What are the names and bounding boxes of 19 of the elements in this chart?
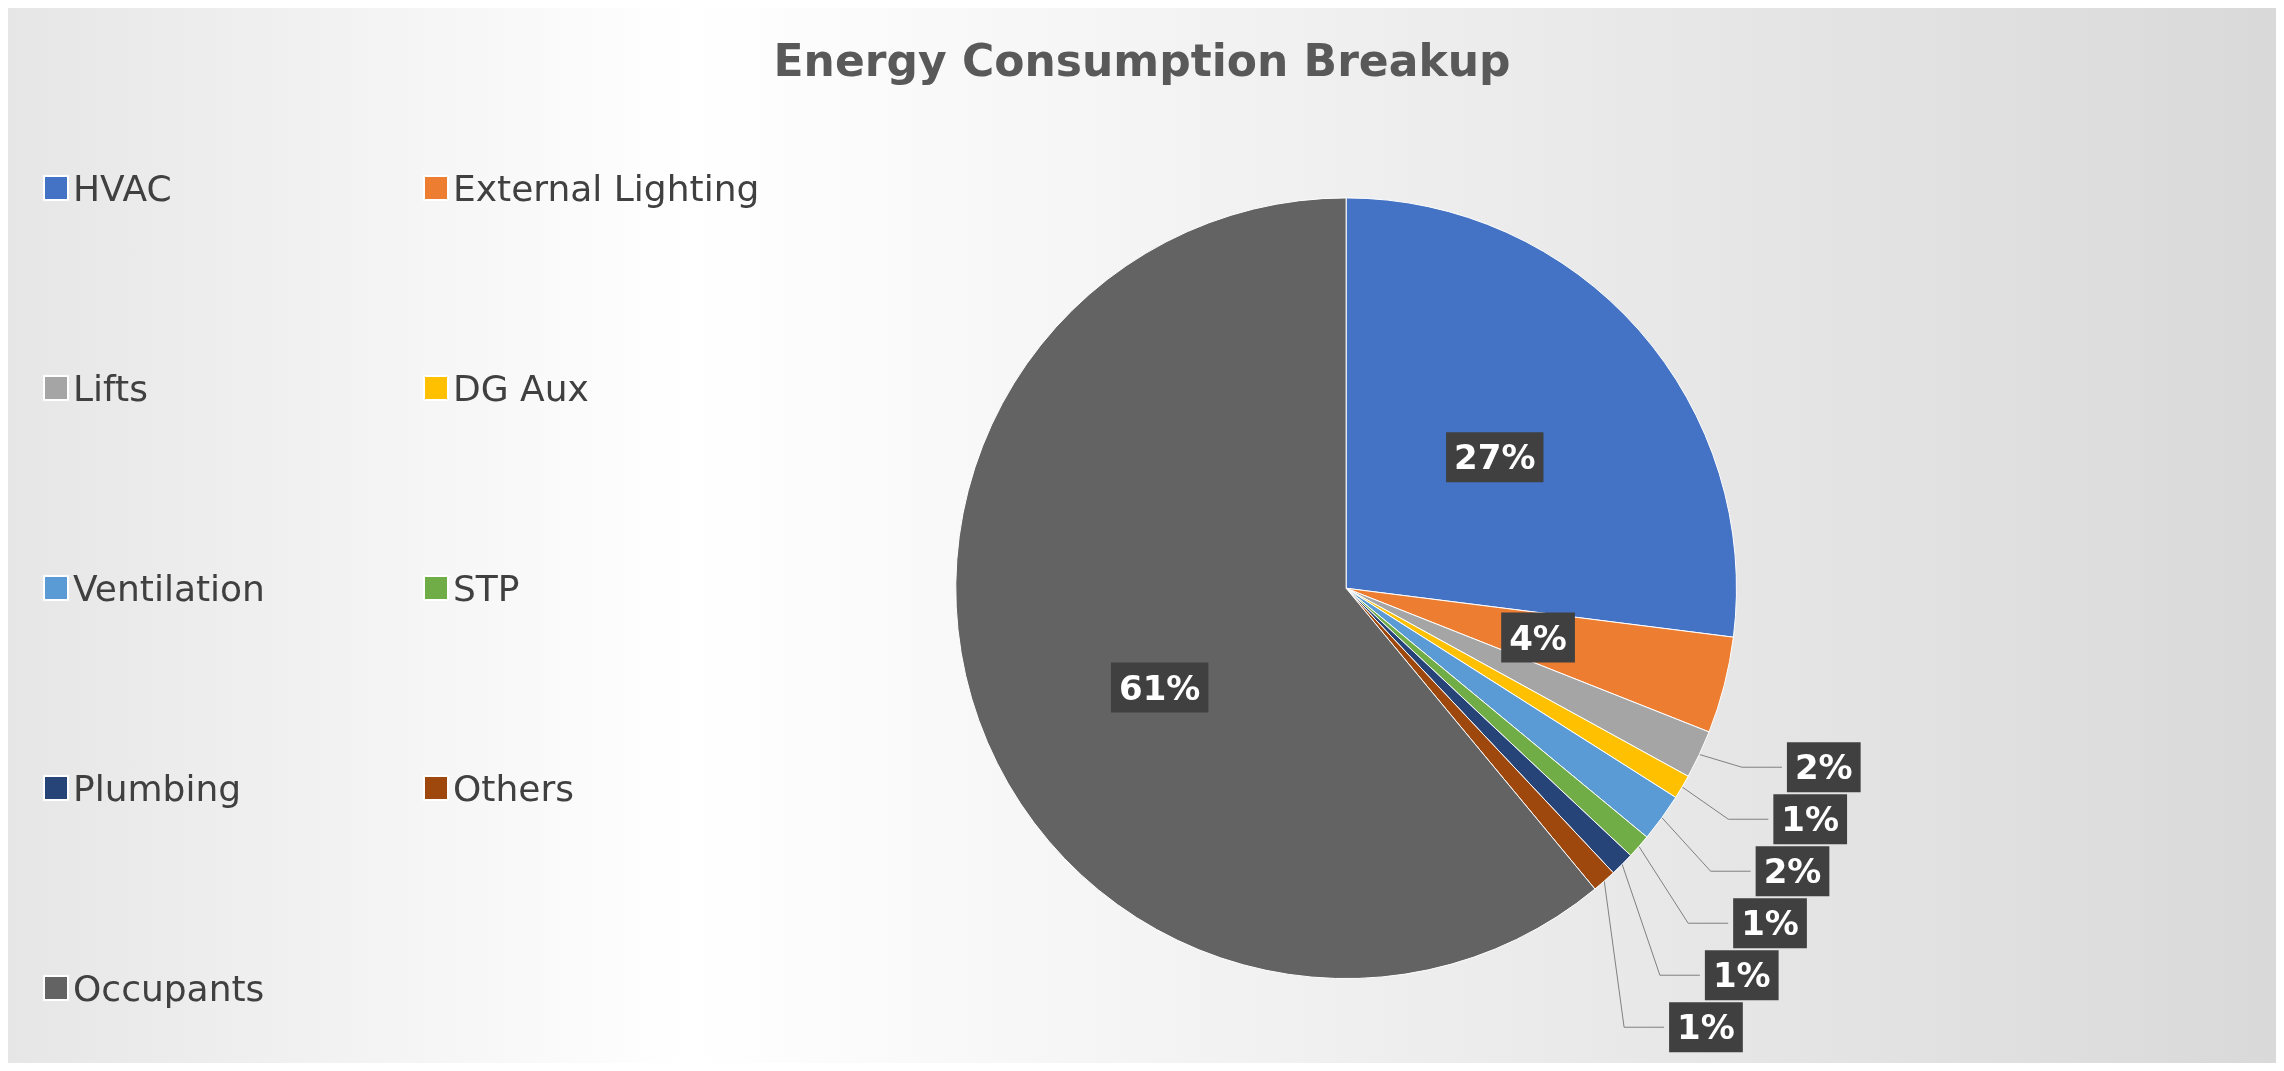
data-label: 61%	[1118, 667, 1201, 708]
legend-label: HVAC	[73, 167, 172, 209]
legend-label: Plumbing	[73, 767, 242, 809]
chart-title: Energy Consumption Breakup	[773, 34, 1511, 86]
legend-label: STP	[453, 567, 520, 609]
legend-label: Ventilation	[73, 567, 265, 609]
data-label: 1%	[1741, 903, 1799, 944]
legend-label: DG Aux	[453, 367, 589, 409]
legend-label: Lifts	[73, 367, 148, 409]
data-label: 27%	[1454, 437, 1536, 478]
data-label: 4%	[1509, 617, 1567, 658]
data-label: 1%	[1781, 799, 1840, 840]
data-label: 2%	[1763, 851, 1822, 892]
legend-label: Others	[453, 767, 574, 809]
legend-label: Occupants	[73, 967, 265, 1009]
data-label: 1%	[1677, 1007, 1735, 1048]
data-label: 2%	[1794, 747, 1853, 788]
legend-label: External Lighting	[453, 167, 760, 209]
data-label: 1%	[1712, 955, 1771, 996]
